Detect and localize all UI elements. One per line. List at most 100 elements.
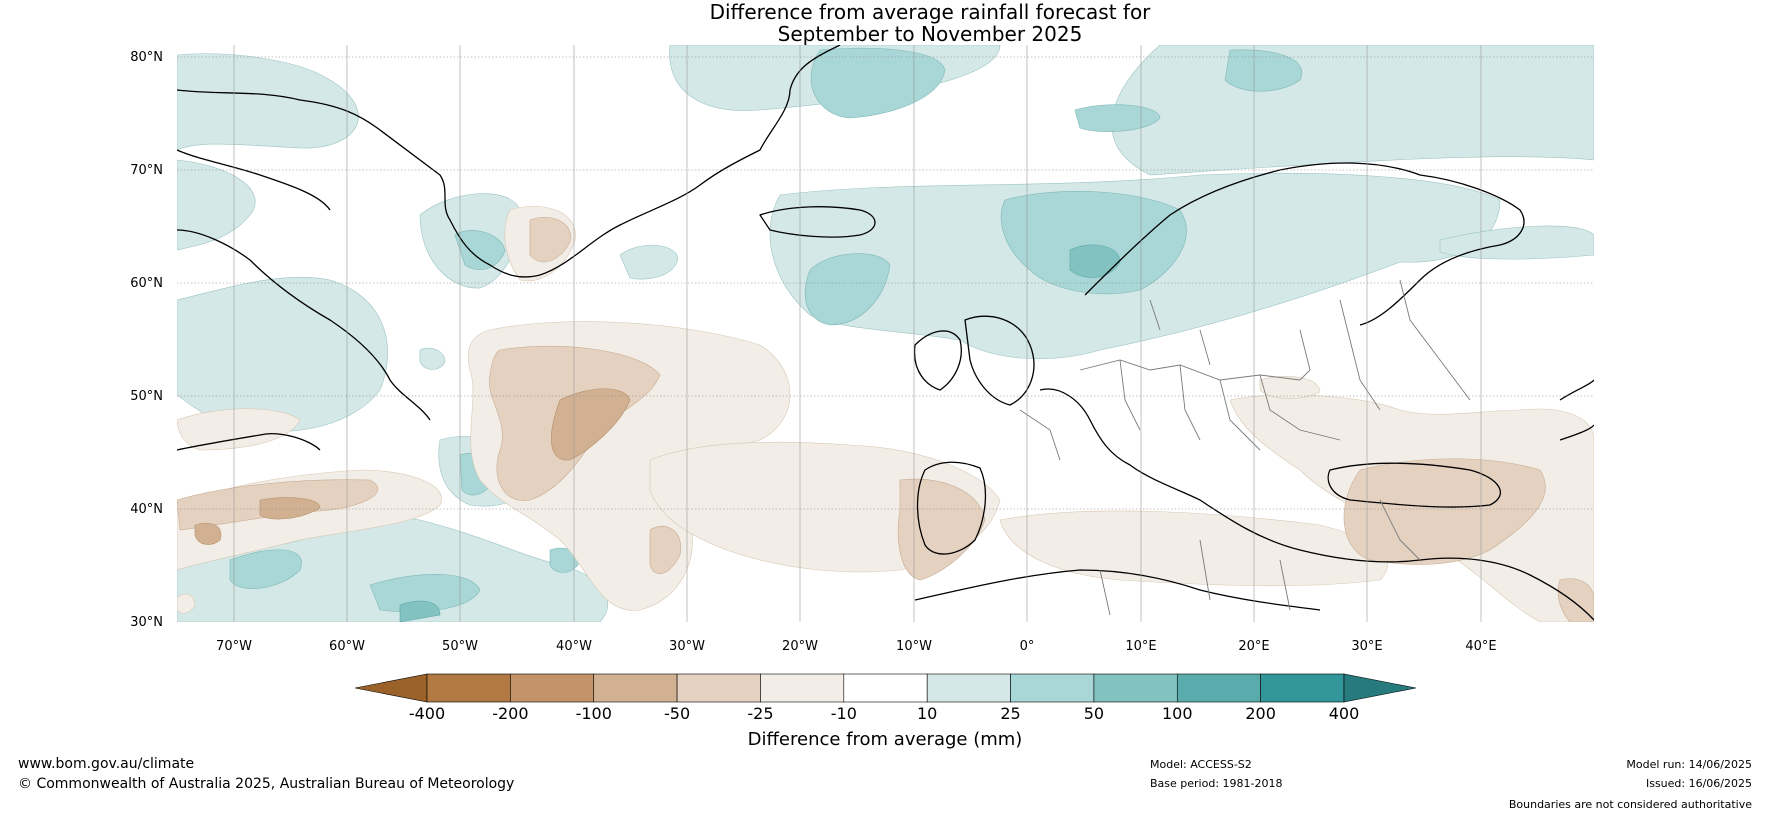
website-text: www.bom.gov.au/climate xyxy=(18,756,194,772)
anomaly-wet-region xyxy=(177,53,359,151)
lon-label: 10°W xyxy=(896,639,932,654)
issued-text: Issued: 16/06/2025 xyxy=(1646,777,1752,790)
longitude-gridlines xyxy=(233,45,1482,622)
caspian-coast xyxy=(1559,379,1594,441)
colorbar-tick-label: -50 xyxy=(664,704,690,723)
iberia-coast xyxy=(916,461,987,555)
colorbar-label: Difference from average (mm) xyxy=(748,729,1023,750)
greenland-coast xyxy=(177,45,841,278)
anomaly-wet-core xyxy=(454,230,506,270)
colorbar-tick-label: -200 xyxy=(492,704,528,723)
map-title-line1: Difference from average rainfall forecas… xyxy=(709,0,1151,24)
lon-label: 40°W xyxy=(556,639,592,654)
anomaly-dry-region xyxy=(177,408,301,451)
colorbar-extend-low xyxy=(354,673,428,703)
colorbar-tick-label: -400 xyxy=(409,704,445,723)
rainfall-anomaly-layer xyxy=(177,45,1594,622)
anomaly-wet-core xyxy=(549,547,579,573)
anomaly-wet-region xyxy=(419,347,446,370)
anomaly-wet-region xyxy=(619,244,679,280)
colorbar-tick-label: 10 xyxy=(917,704,937,723)
colorbar-tick-label: 25 xyxy=(1000,704,1020,723)
colorbar-segment xyxy=(760,673,845,703)
lon-label: 20°E xyxy=(1238,639,1269,654)
latitude-gridlines xyxy=(177,56,1594,510)
anomaly-dry-region xyxy=(177,593,196,614)
lat-label: 70°N xyxy=(130,163,163,178)
colorbar-tick-label: 100 xyxy=(1162,704,1193,723)
us-northeast-coast xyxy=(177,433,321,451)
country-borders xyxy=(1019,279,1471,616)
lon-label: 50°W xyxy=(442,639,478,654)
colorbar-tick-label: 50 xyxy=(1084,704,1104,723)
colorbar-segment xyxy=(510,673,595,703)
anomaly-wet-region xyxy=(177,159,256,251)
lon-label: 0° xyxy=(1020,639,1035,654)
anomaly-wet-peak xyxy=(399,600,441,622)
colorbar-segment xyxy=(1260,673,1345,703)
colorbar-segment xyxy=(426,673,511,703)
latitude-axis: 80°N 70°N 60°N 50°N 40°N 30°N xyxy=(130,50,163,630)
anomaly-wet-core xyxy=(804,253,891,326)
model-run-text: Model run: 14/06/2025 xyxy=(1626,758,1752,771)
colorbar-extend-high xyxy=(1343,673,1417,703)
europe-south-coast xyxy=(1039,388,1594,621)
black-sea-coast xyxy=(1327,462,1502,508)
colorbar-segment xyxy=(926,673,1011,703)
lat-label: 60°N xyxy=(130,276,163,291)
anomaly-wet-region xyxy=(1439,225,1594,260)
anomaly-wet-region xyxy=(1111,45,1594,176)
lat-label: 80°N xyxy=(130,50,163,65)
longitude-axis: 70°W 60°W 50°W 40°W 30°W 20°W 10°W 0° 10… xyxy=(216,639,1497,654)
anomaly-wet-region xyxy=(177,277,388,432)
lon-label: 30°E xyxy=(1351,639,1382,654)
lon-label: 70°W xyxy=(216,639,252,654)
map-title-line2: September to November 2025 xyxy=(777,22,1083,46)
colorbar-tick-label: -10 xyxy=(831,704,857,723)
anomaly-wet-core xyxy=(810,47,946,119)
colorbar xyxy=(354,673,1417,703)
colorbar-segment xyxy=(843,673,928,703)
coastlines xyxy=(177,45,1594,621)
colorbar-tick-label: 400 xyxy=(1329,704,1360,723)
lon-label: 20°W xyxy=(782,639,818,654)
disclaimer-text: Boundaries are not considered authoritat… xyxy=(1509,798,1752,811)
lon-label: 40°E xyxy=(1465,639,1496,654)
anomaly-dry-core xyxy=(529,216,571,263)
colorbar-tick-label: 200 xyxy=(1245,704,1276,723)
colorbar-tick-label: -100 xyxy=(576,704,612,723)
lat-label: 50°N xyxy=(130,389,163,404)
anomaly-dry-region xyxy=(1259,376,1321,399)
anomaly-dry-peak xyxy=(550,388,631,461)
british-isles-coast xyxy=(913,315,1035,406)
canada-coast xyxy=(177,149,431,421)
colorbar-segment xyxy=(1176,673,1261,703)
anomaly-dry-core xyxy=(649,525,682,574)
colorbar-ticks: -400 -200 -100 -50 -25 -10 10 25 50 100 200 400 xyxy=(409,704,1359,723)
anomaly-dry-core xyxy=(897,478,986,581)
lat-label: 40°N xyxy=(130,502,163,517)
colorbar-tick-label: -25 xyxy=(747,704,773,723)
colorbar-segment xyxy=(676,673,761,703)
anomaly-wet-core xyxy=(1000,191,1187,295)
lat-label: 30°N xyxy=(130,615,163,630)
colorbar-segment xyxy=(1010,673,1095,703)
anomaly-dry-region xyxy=(999,510,1388,587)
borders xyxy=(1019,279,1471,616)
anomaly-wet-core xyxy=(229,549,302,590)
colorbar-segment xyxy=(593,673,678,703)
copyright-text: © Commonwealth of Australia 2025, Austra… xyxy=(18,776,514,792)
anomaly-wet-core xyxy=(1074,104,1161,132)
north-africa-coast xyxy=(914,569,1321,611)
lon-label: 60°W xyxy=(329,639,365,654)
base-period-text: Base period: 1981-2018 xyxy=(1150,777,1282,790)
iceland-coast xyxy=(759,206,876,238)
model-text: Model: ACCESS-S2 xyxy=(1150,758,1252,771)
scandinavia-coast xyxy=(1084,162,1525,326)
anomaly-dry-peak xyxy=(194,522,222,545)
lon-label: 10°E xyxy=(1125,639,1156,654)
anomaly-dry-peak xyxy=(259,497,321,520)
lon-label: 30°W xyxy=(669,639,705,654)
anomaly-dry-core xyxy=(1343,458,1546,565)
